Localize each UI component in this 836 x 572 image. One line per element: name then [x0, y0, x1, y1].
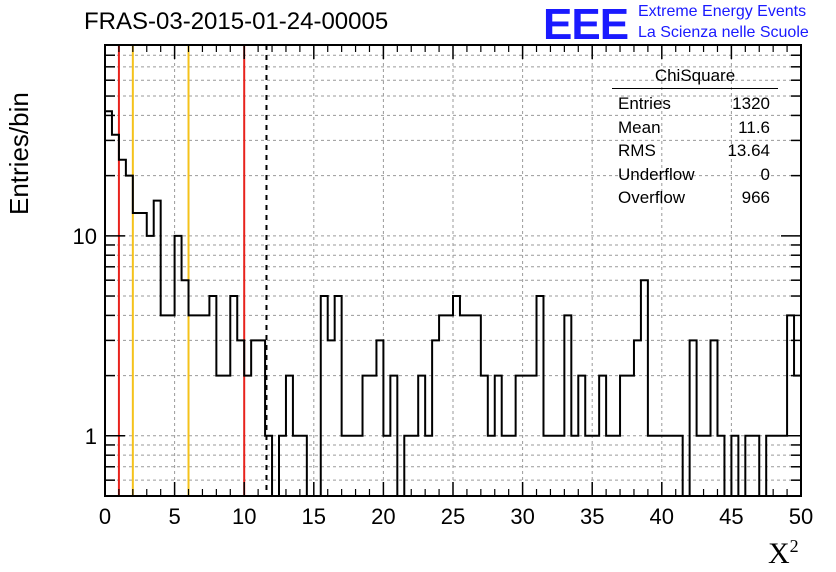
- stats-value: 1320: [732, 94, 770, 113]
- stats-box: ChiSquare Entries 1320 Mean 11.6 RMS 13.64 …: [612, 66, 778, 210]
- axis-ticks: [104, 44, 802, 497]
- grid-lines: [105, 44, 801, 497]
- stats-row: Overflow 966: [612, 186, 778, 210]
- x-axis-label-base: X: [768, 537, 790, 570]
- tick-labels: 0 5 10 15 20 25 30 35 40 45 50 1 10: [73, 224, 814, 529]
- stats-row: Mean 11.6: [612, 116, 778, 140]
- x-axis-label: X2: [768, 536, 799, 571]
- x-tick-label: 45: [719, 504, 743, 529]
- logo-caption-line2: La Scienza nelle Scuole: [638, 24, 809, 41]
- stats-label: Mean: [618, 117, 661, 137]
- x-tick-label: 0: [99, 504, 111, 529]
- y-tick-label: 1: [85, 424, 97, 449]
- stats-row: RMS 13.64: [612, 139, 778, 163]
- stats-label: Underflow: [618, 164, 695, 184]
- chart-title: FRAS-03-2015-01-24-00005: [84, 8, 389, 35]
- x-tick-label: 20: [371, 504, 395, 529]
- eee-logo: EEE: [543, 0, 629, 49]
- stats-label: Overflow: [618, 188, 686, 207]
- x-tick-label: 15: [302, 504, 326, 529]
- x-tick-label: 40: [650, 504, 674, 529]
- stats-label: Entries: [618, 94, 671, 113]
- x-tick-label: 35: [580, 504, 604, 529]
- logo-caption-line1: Extreme Energy Events: [638, 3, 807, 20]
- stats-title: ChiSquare: [612, 66, 778, 89]
- stats-value: 0: [760, 164, 770, 184]
- stats-value: 11.6: [738, 117, 770, 137]
- y-tick-label: 10: [73, 224, 97, 249]
- x-tick-label: 30: [510, 504, 534, 529]
- x-tick-label: 25: [441, 504, 465, 529]
- stats-row: Entries 1320: [612, 92, 778, 116]
- y-axis-label: Entries/bin: [4, 92, 34, 215]
- stats-row: Underflow 0: [612, 163, 778, 187]
- x-tick-label: 10: [232, 504, 256, 529]
- x-tick-label: 50: [789, 504, 813, 529]
- stats-value: 13.64: [727, 141, 770, 160]
- reference-lines: [117, 45, 268, 496]
- stats-value: 966: [741, 188, 770, 207]
- x-axis-label-sup: 2: [789, 536, 799, 556]
- stats-label: RMS: [618, 141, 656, 160]
- x-tick-label: 5: [168, 504, 180, 529]
